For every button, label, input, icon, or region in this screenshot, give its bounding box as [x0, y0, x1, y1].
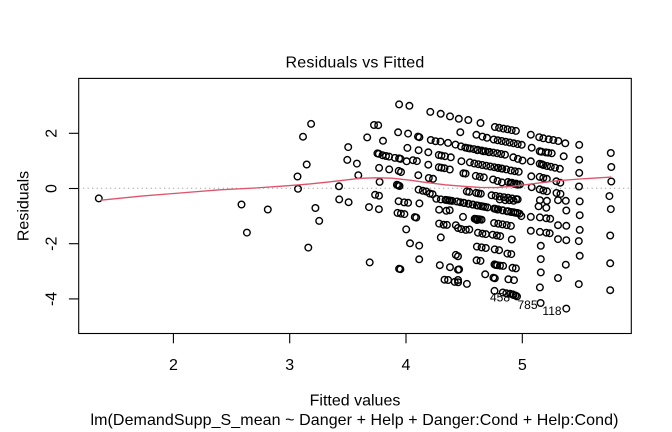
- svg-text:lm(DemandSupp_S_mean ~ Danger: lm(DemandSupp_S_mean ~ Danger + Help + D…: [90, 412, 618, 429]
- svg-text:458: 458: [490, 291, 510, 305]
- svg-text:5: 5: [518, 357, 527, 374]
- svg-text:3: 3: [285, 357, 294, 374]
- svg-text:-4: -4: [43, 292, 60, 306]
- svg-text:Residuals vs Fitted: Residuals vs Fitted: [286, 55, 425, 72]
- svg-text:-2: -2: [43, 236, 60, 250]
- svg-text:2: 2: [169, 357, 178, 374]
- svg-text:118: 118: [542, 304, 561, 318]
- svg-text:2: 2: [43, 129, 60, 138]
- svg-text:Residuals: Residuals: [16, 171, 33, 241]
- svg-text:4: 4: [402, 357, 411, 374]
- svg-text:785: 785: [517, 298, 537, 312]
- svg-text:0: 0: [43, 184, 60, 193]
- svg-text:Fitted values: Fitted values: [310, 393, 401, 410]
